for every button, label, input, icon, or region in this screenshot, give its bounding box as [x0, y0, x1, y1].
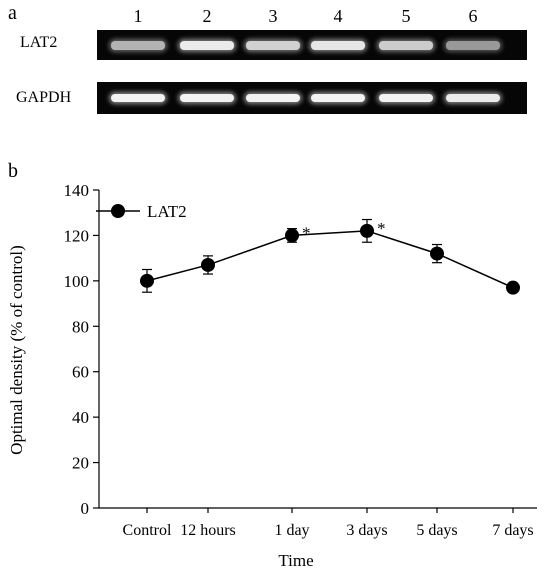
lane-number: 5	[401, 6, 411, 26]
gel-band	[379, 40, 433, 50]
gel-row-label-gapdh: GAPDH	[16, 89, 72, 106]
data-point	[506, 280, 520, 295]
legend-marker	[111, 204, 125, 218]
y-tick-label: 40	[72, 408, 89, 427]
x-tick-label: 12 hours	[180, 522, 236, 539]
chart-axes	[98, 190, 537, 509]
lane-number: 2	[202, 6, 212, 26]
gel-band	[379, 94, 433, 102]
legend-label: LAT2	[147, 202, 187, 221]
y-tick-label: 120	[64, 226, 90, 245]
significance-marker: *	[302, 223, 311, 242]
gel-band	[311, 94, 365, 102]
data-series: * *	[140, 219, 520, 295]
panel-a-label: a	[8, 2, 17, 24]
gel-strip-gapdh	[97, 82, 527, 114]
chart-ticks: 0 20 40 60 80 100 120 140 Control 12 hours 1 day 3 …	[64, 181, 534, 539]
data-point	[140, 273, 154, 288]
gel-band	[111, 40, 165, 50]
y-tick-label: 60	[72, 363, 89, 382]
y-tick-label: 0	[81, 499, 90, 518]
lane-number: 4	[333, 6, 343, 26]
gel-row-label-lat2: LAT2	[20, 34, 58, 51]
gel-band	[246, 40, 300, 50]
significance-marker: *	[377, 219, 386, 238]
gel-band	[111, 94, 165, 102]
x-tick-label: 5 days	[416, 522, 457, 539]
x-tick-label: 1 day	[274, 522, 309, 539]
lane-number: 3	[268, 6, 278, 26]
y-tick-label: 20	[72, 454, 89, 473]
data-point	[201, 257, 215, 272]
x-tick-label: 3 days	[346, 522, 387, 539]
data-point	[285, 228, 299, 243]
gel-strip-lat2	[97, 30, 527, 60]
x-axis-label: Time	[278, 551, 313, 570]
panel-b-label: b	[8, 160, 18, 182]
y-tick-label: 140	[64, 181, 90, 200]
gel-band	[311, 40, 365, 50]
data-point	[360, 223, 374, 238]
x-tick-label: Control	[123, 522, 172, 539]
y-tick-label: 100	[64, 272, 90, 291]
lane-number: 6	[468, 6, 478, 26]
gel-band	[180, 40, 234, 50]
lane-number: 1	[133, 6, 143, 26]
series-line	[146, 230, 514, 289]
gel-band	[246, 94, 300, 102]
data-point	[430, 246, 444, 261]
gel-band	[446, 94, 500, 102]
x-tick-label: 7 days	[492, 522, 533, 539]
gel-band	[180, 94, 234, 102]
y-axis-label: Optimal density (% of control)	[7, 245, 26, 455]
chart-legend: LAT2	[96, 202, 187, 221]
y-tick-label: 80	[72, 317, 89, 336]
gel-band	[446, 40, 500, 50]
